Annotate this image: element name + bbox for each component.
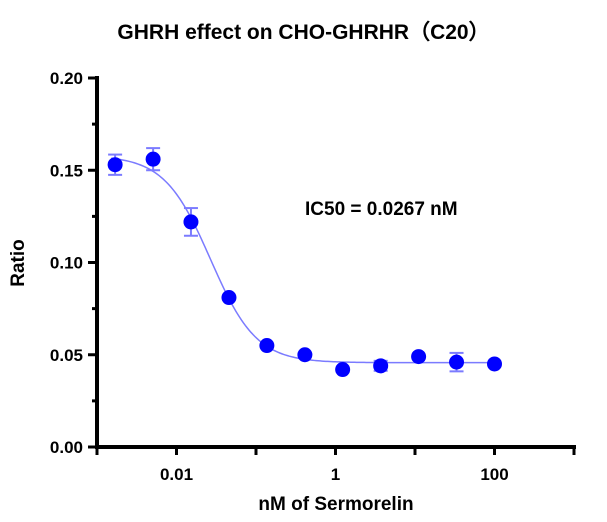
x-tick-label: 0.01 [160, 465, 193, 484]
y-tick-label: 0.20 [50, 69, 83, 88]
x-axis-title: nM of Sermorelin [258, 494, 413, 515]
data-point [259, 338, 275, 354]
y-tick-label: 0.00 [50, 438, 83, 457]
data-point [411, 349, 427, 365]
y-tick-label: 0.10 [50, 254, 83, 273]
data-point [297, 347, 313, 363]
data-point [335, 362, 351, 378]
data-point [183, 214, 199, 230]
data-point [145, 151, 161, 167]
fit-curve [111, 157, 495, 364]
data-point [449, 354, 465, 370]
chart-title: GHRH effect on CHO-GHRHR（C20） [117, 21, 490, 44]
x-tick-label: 100 [480, 465, 508, 484]
y-tick-label: 0.15 [50, 161, 83, 180]
y-axis-title: Ratio [8, 239, 29, 287]
data-point [487, 356, 502, 372]
ic50-annotation: IC50 = 0.0267 nM [305, 199, 458, 220]
x-tick-label: 1 [331, 465, 340, 484]
data-point [221, 290, 237, 306]
y-tick-label: 0.05 [50, 346, 83, 365]
data-point [373, 358, 389, 374]
data-point [107, 157, 123, 173]
